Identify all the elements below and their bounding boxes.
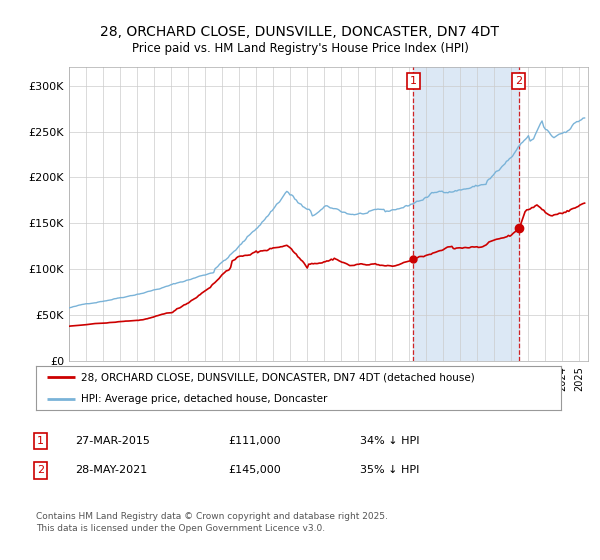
Text: 28-MAY-2021: 28-MAY-2021 <box>75 465 147 475</box>
Text: 2: 2 <box>515 76 522 86</box>
Text: 34% ↓ HPI: 34% ↓ HPI <box>360 436 419 446</box>
Text: £111,000: £111,000 <box>228 436 281 446</box>
Text: 2: 2 <box>37 465 44 475</box>
Text: Contains HM Land Registry data © Crown copyright and database right 2025.
This d: Contains HM Land Registry data © Crown c… <box>36 512 388 533</box>
Text: 1: 1 <box>37 436 44 446</box>
Text: HPI: Average price, detached house, Doncaster: HPI: Average price, detached house, Donc… <box>80 394 327 404</box>
Text: Price paid vs. HM Land Registry's House Price Index (HPI): Price paid vs. HM Land Registry's House … <box>131 42 469 55</box>
Text: 28, ORCHARD CLOSE, DUNSVILLE, DONCASTER, DN7 4DT (detached house): 28, ORCHARD CLOSE, DUNSVILLE, DONCASTER,… <box>80 372 475 382</box>
Text: 35% ↓ HPI: 35% ↓ HPI <box>360 465 419 475</box>
Bar <box>413 67 518 361</box>
Text: 28, ORCHARD CLOSE, DUNSVILLE, DONCASTER, DN7 4DT: 28, ORCHARD CLOSE, DUNSVILLE, DONCASTER,… <box>101 25 499 39</box>
Text: 27-MAR-2015: 27-MAR-2015 <box>75 436 150 446</box>
Text: £145,000: £145,000 <box>228 465 281 475</box>
Text: 1: 1 <box>410 76 417 86</box>
